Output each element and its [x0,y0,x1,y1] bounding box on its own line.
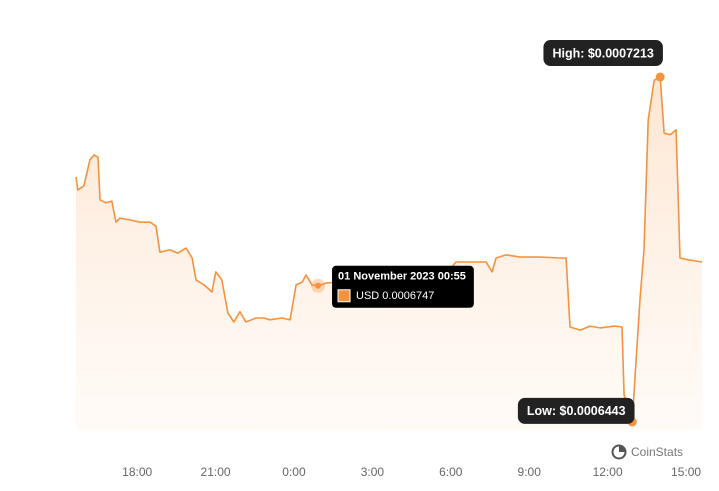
brand: CoinStats [611,444,683,460]
area [76,77,702,430]
tooltip-swatch [337,289,351,303]
x-tick-label: 21:00 [201,465,231,479]
annotation-text: Low: $0.0006443 [527,404,626,418]
tooltip-title: 01 November 2023 00:55 [338,271,466,283]
annotation-point [655,72,665,82]
annotation-box [517,397,635,424]
tooltip-point [315,282,322,289]
annotation-text: High: $0.0007213 [552,46,653,60]
annotation: Low: $0.0006443 [517,397,635,424]
annotation: High: $0.0007213 [543,40,663,67]
x-tick-label: 0:00 [282,465,306,479]
x-tick-label: 15:00 [671,465,701,479]
brand-text: CoinStats [631,445,683,459]
brand-icon-slice [619,445,626,452]
tooltip: 01 November 2023 00:55 USD 0.0006747 [332,265,474,308]
annotation-box [543,40,663,67]
x-tick-label: 12:00 [593,465,623,479]
x-tick-label: 9:00 [518,465,542,479]
x-tick-label: 6:00 [439,465,463,479]
tooltip-label: USD 0.0006747 [356,290,434,302]
tooltip-box [332,265,474,308]
x-tick-label: 18:00 [122,465,152,479]
x-tick-label: 3:00 [361,465,385,479]
